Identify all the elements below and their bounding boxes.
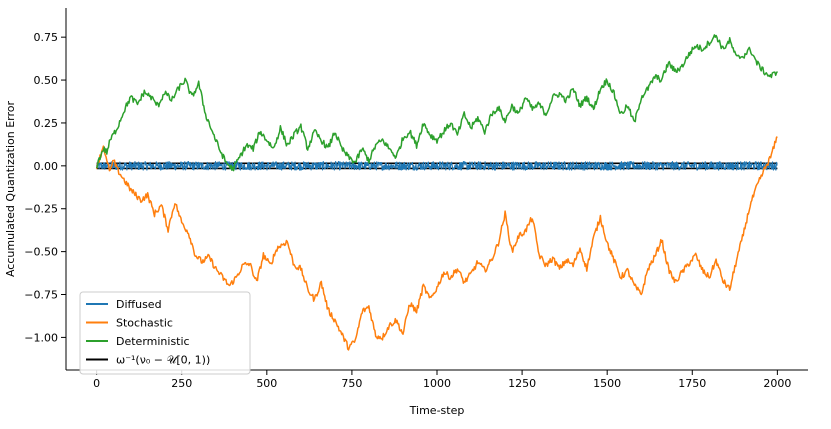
series-line-deterministic <box>95 34 779 172</box>
legend-label: ω⁻¹(ν₀ − 𝒰[0, 1)) <box>116 354 210 367</box>
legend-items: Diffused Stochastic Deterministic ω⁻¹(ν₀ − … <box>86 298 210 367</box>
plot-lines <box>95 34 779 351</box>
x-axis-label: Time-step <box>409 404 465 417</box>
y-tick-label: −0.25 <box>24 203 58 216</box>
legend-label: Deterministic <box>116 335 190 348</box>
y-tick-label: 0.25 <box>34 117 59 130</box>
legend: Diffused Stochastic Deterministic ω⁻¹(ν₀ − … <box>79 291 251 375</box>
series-line-stochastic <box>95 136 778 351</box>
legend-box <box>79 291 251 375</box>
x-tick-label: 250 <box>171 377 192 390</box>
series-line-diffused <box>96 161 778 171</box>
y-ticks: −1.00 −0.75 −0.50 −0.25 0.00 0.25 0.50 0.75 <box>24 31 66 344</box>
y-tick-label: −0.75 <box>24 289 58 302</box>
legend-label: Diffused <box>116 298 162 311</box>
x-tick-label: 0 <box>93 377 100 390</box>
y-tick-label: −0.50 <box>24 246 58 259</box>
y-tick-label: −1.00 <box>24 331 58 344</box>
y-tick-label: 0.50 <box>34 74 59 87</box>
legend-label: Stochastic <box>116 317 173 330</box>
x-tick-label: 2000 <box>763 377 791 390</box>
y-tick-label: 0.75 <box>34 31 59 44</box>
x-tick-label: 1250 <box>508 377 536 390</box>
y-axis-label: Accumulated Quantization Error <box>4 101 17 278</box>
x-tick-label: 1500 <box>593 377 621 390</box>
y-tick-label: 0.00 <box>34 160 59 173</box>
axes: 0 250 500 750 1000 1250 1500 1750 2000 −1.00 −0.7… <box>4 8 808 417</box>
x-ticks: 0 250 500 750 1000 1250 1500 1750 2000 <box>93 370 791 390</box>
x-tick-label: 500 <box>256 377 277 390</box>
x-tick-label: 750 <box>341 377 362 390</box>
x-tick-label: 1750 <box>678 377 706 390</box>
x-tick-label: 1000 <box>423 377 451 390</box>
